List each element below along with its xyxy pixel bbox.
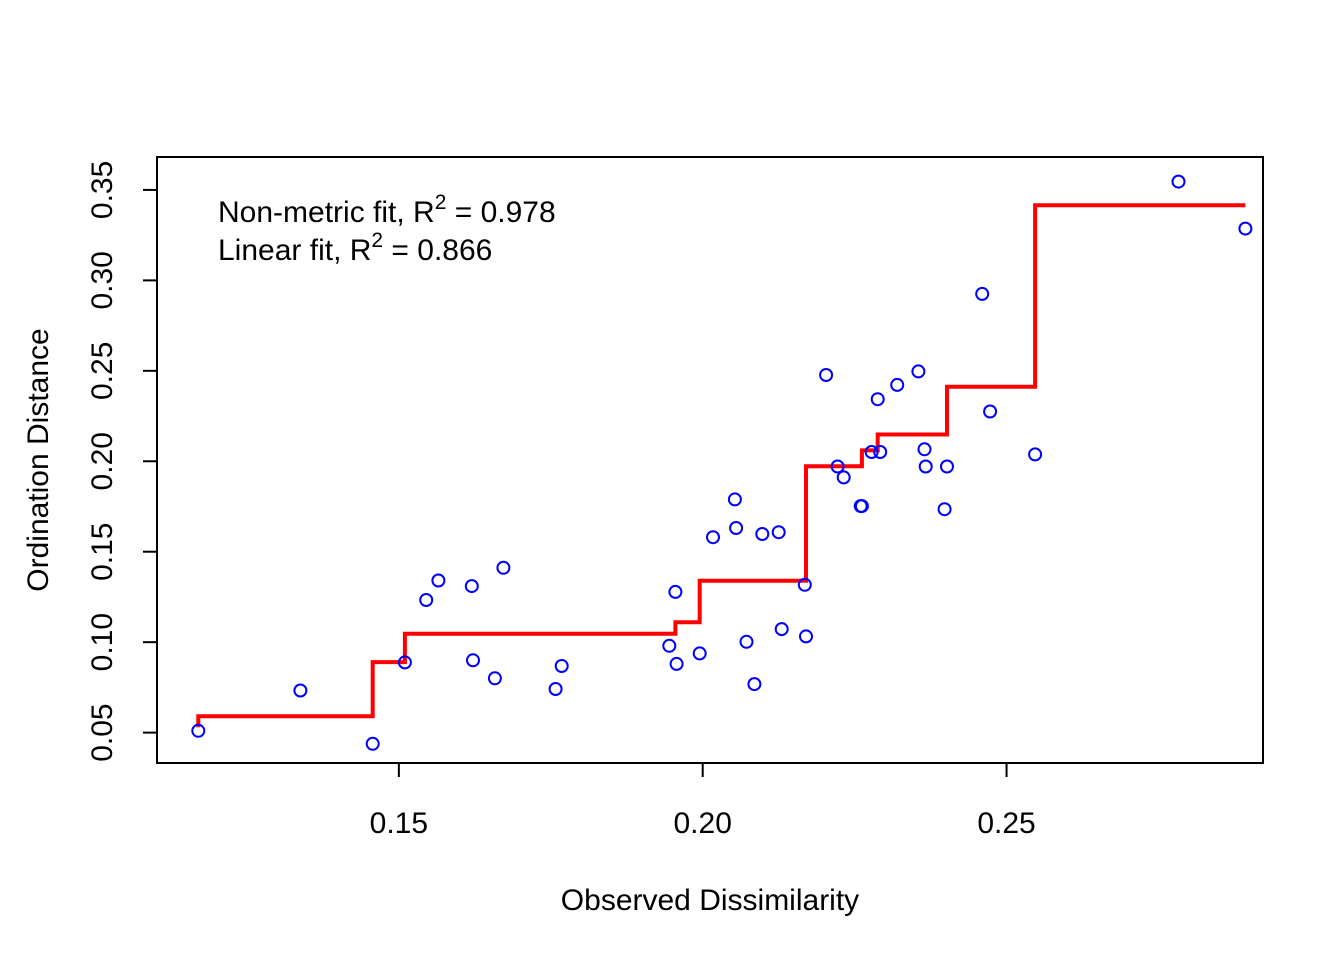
- data-point: [668, 584, 683, 599]
- y-axis-title: Ordination Distance: [22, 328, 55, 591]
- y-tick-label: 0.25: [86, 342, 119, 400]
- data-point: [975, 286, 990, 301]
- data-point: [487, 671, 502, 686]
- data-point: [870, 392, 885, 407]
- data-point: [830, 459, 845, 474]
- data-point: [706, 530, 720, 545]
- data-point: [662, 638, 677, 653]
- data-point: [466, 653, 480, 668]
- x-axis-title: Observed Dissimilarity: [561, 884, 859, 917]
- data-point: [496, 560, 511, 575]
- data-point: [727, 492, 742, 507]
- data-point: [1238, 221, 1253, 236]
- data-point: [1171, 174, 1186, 189]
- data-point: [890, 377, 905, 392]
- y-tick-label: 0.10: [86, 613, 119, 671]
- data-point: [669, 656, 684, 671]
- legend-nonmetric-suffix: = 0.978: [446, 196, 555, 229]
- data-point: [937, 502, 952, 517]
- x-axis: 0.15 0.20 0.25: [370, 762, 1036, 840]
- legend-entry-linear: Linear fit, R2 = 0.866: [218, 229, 492, 267]
- legend-linear-suffix: = 0.866: [383, 234, 492, 267]
- data-point: [397, 655, 412, 670]
- data-point: [747, 677, 762, 692]
- data-point: [293, 683, 308, 698]
- fit-line-layer: [196, 203, 1246, 728]
- legend: Non-metric fit, R2 = 0.978 Linear fit, R…: [218, 191, 556, 267]
- data-point: [554, 659, 569, 673]
- data-point: [940, 459, 954, 474]
- x-tick-label: 0.20: [674, 807, 732, 840]
- data-point: [548, 682, 563, 696]
- y-tick-label: 0.35: [86, 161, 119, 219]
- data-point: [692, 646, 707, 661]
- nonmetric-fit-step-line: [196, 203, 1246, 728]
- data-point: [918, 459, 933, 474]
- data-point: [797, 577, 812, 592]
- data-point: [836, 470, 851, 485]
- x-tick-label: 0.25: [977, 807, 1035, 840]
- data-point: [911, 364, 926, 379]
- data-point: [755, 527, 770, 541]
- data-point: [774, 622, 789, 637]
- points-layer: [191, 174, 1253, 751]
- data-point: [191, 723, 206, 738]
- data-point: [873, 445, 888, 459]
- legend-entry-nonmetric: Non-metric fit, R2 = 0.978: [218, 191, 556, 229]
- data-point: [983, 404, 998, 419]
- legend-nonmetric-sup: 2: [435, 191, 447, 214]
- data-point: [739, 634, 754, 649]
- data-point: [819, 368, 834, 382]
- data-point: [431, 573, 446, 588]
- legend-linear-sup: 2: [371, 229, 383, 252]
- data-point: [854, 499, 869, 514]
- data-point: [771, 525, 786, 540]
- data-point: [799, 629, 813, 644]
- y-axis: 0.05 0.10 0.15 0.20 0.25 0.30 0.35: [86, 161, 158, 762]
- legend-linear-prefix: Linear fit, R: [218, 234, 371, 267]
- data-point: [365, 736, 380, 751]
- x-tick-label: 0.15: [370, 807, 428, 840]
- y-tick-label: 0.05: [86, 703, 119, 761]
- legend-nonmetric-prefix: Non-metric fit, R: [218, 196, 435, 229]
- data-point: [464, 579, 479, 594]
- data-point: [917, 442, 932, 457]
- y-tick-label: 0.30: [86, 251, 119, 309]
- data-point: [864, 445, 879, 459]
- data-point: [419, 593, 434, 607]
- data-point: [729, 521, 744, 535]
- y-tick-label: 0.15: [86, 523, 119, 581]
- data-point: [1028, 447, 1043, 462]
- y-tick-label: 0.20: [86, 432, 119, 490]
